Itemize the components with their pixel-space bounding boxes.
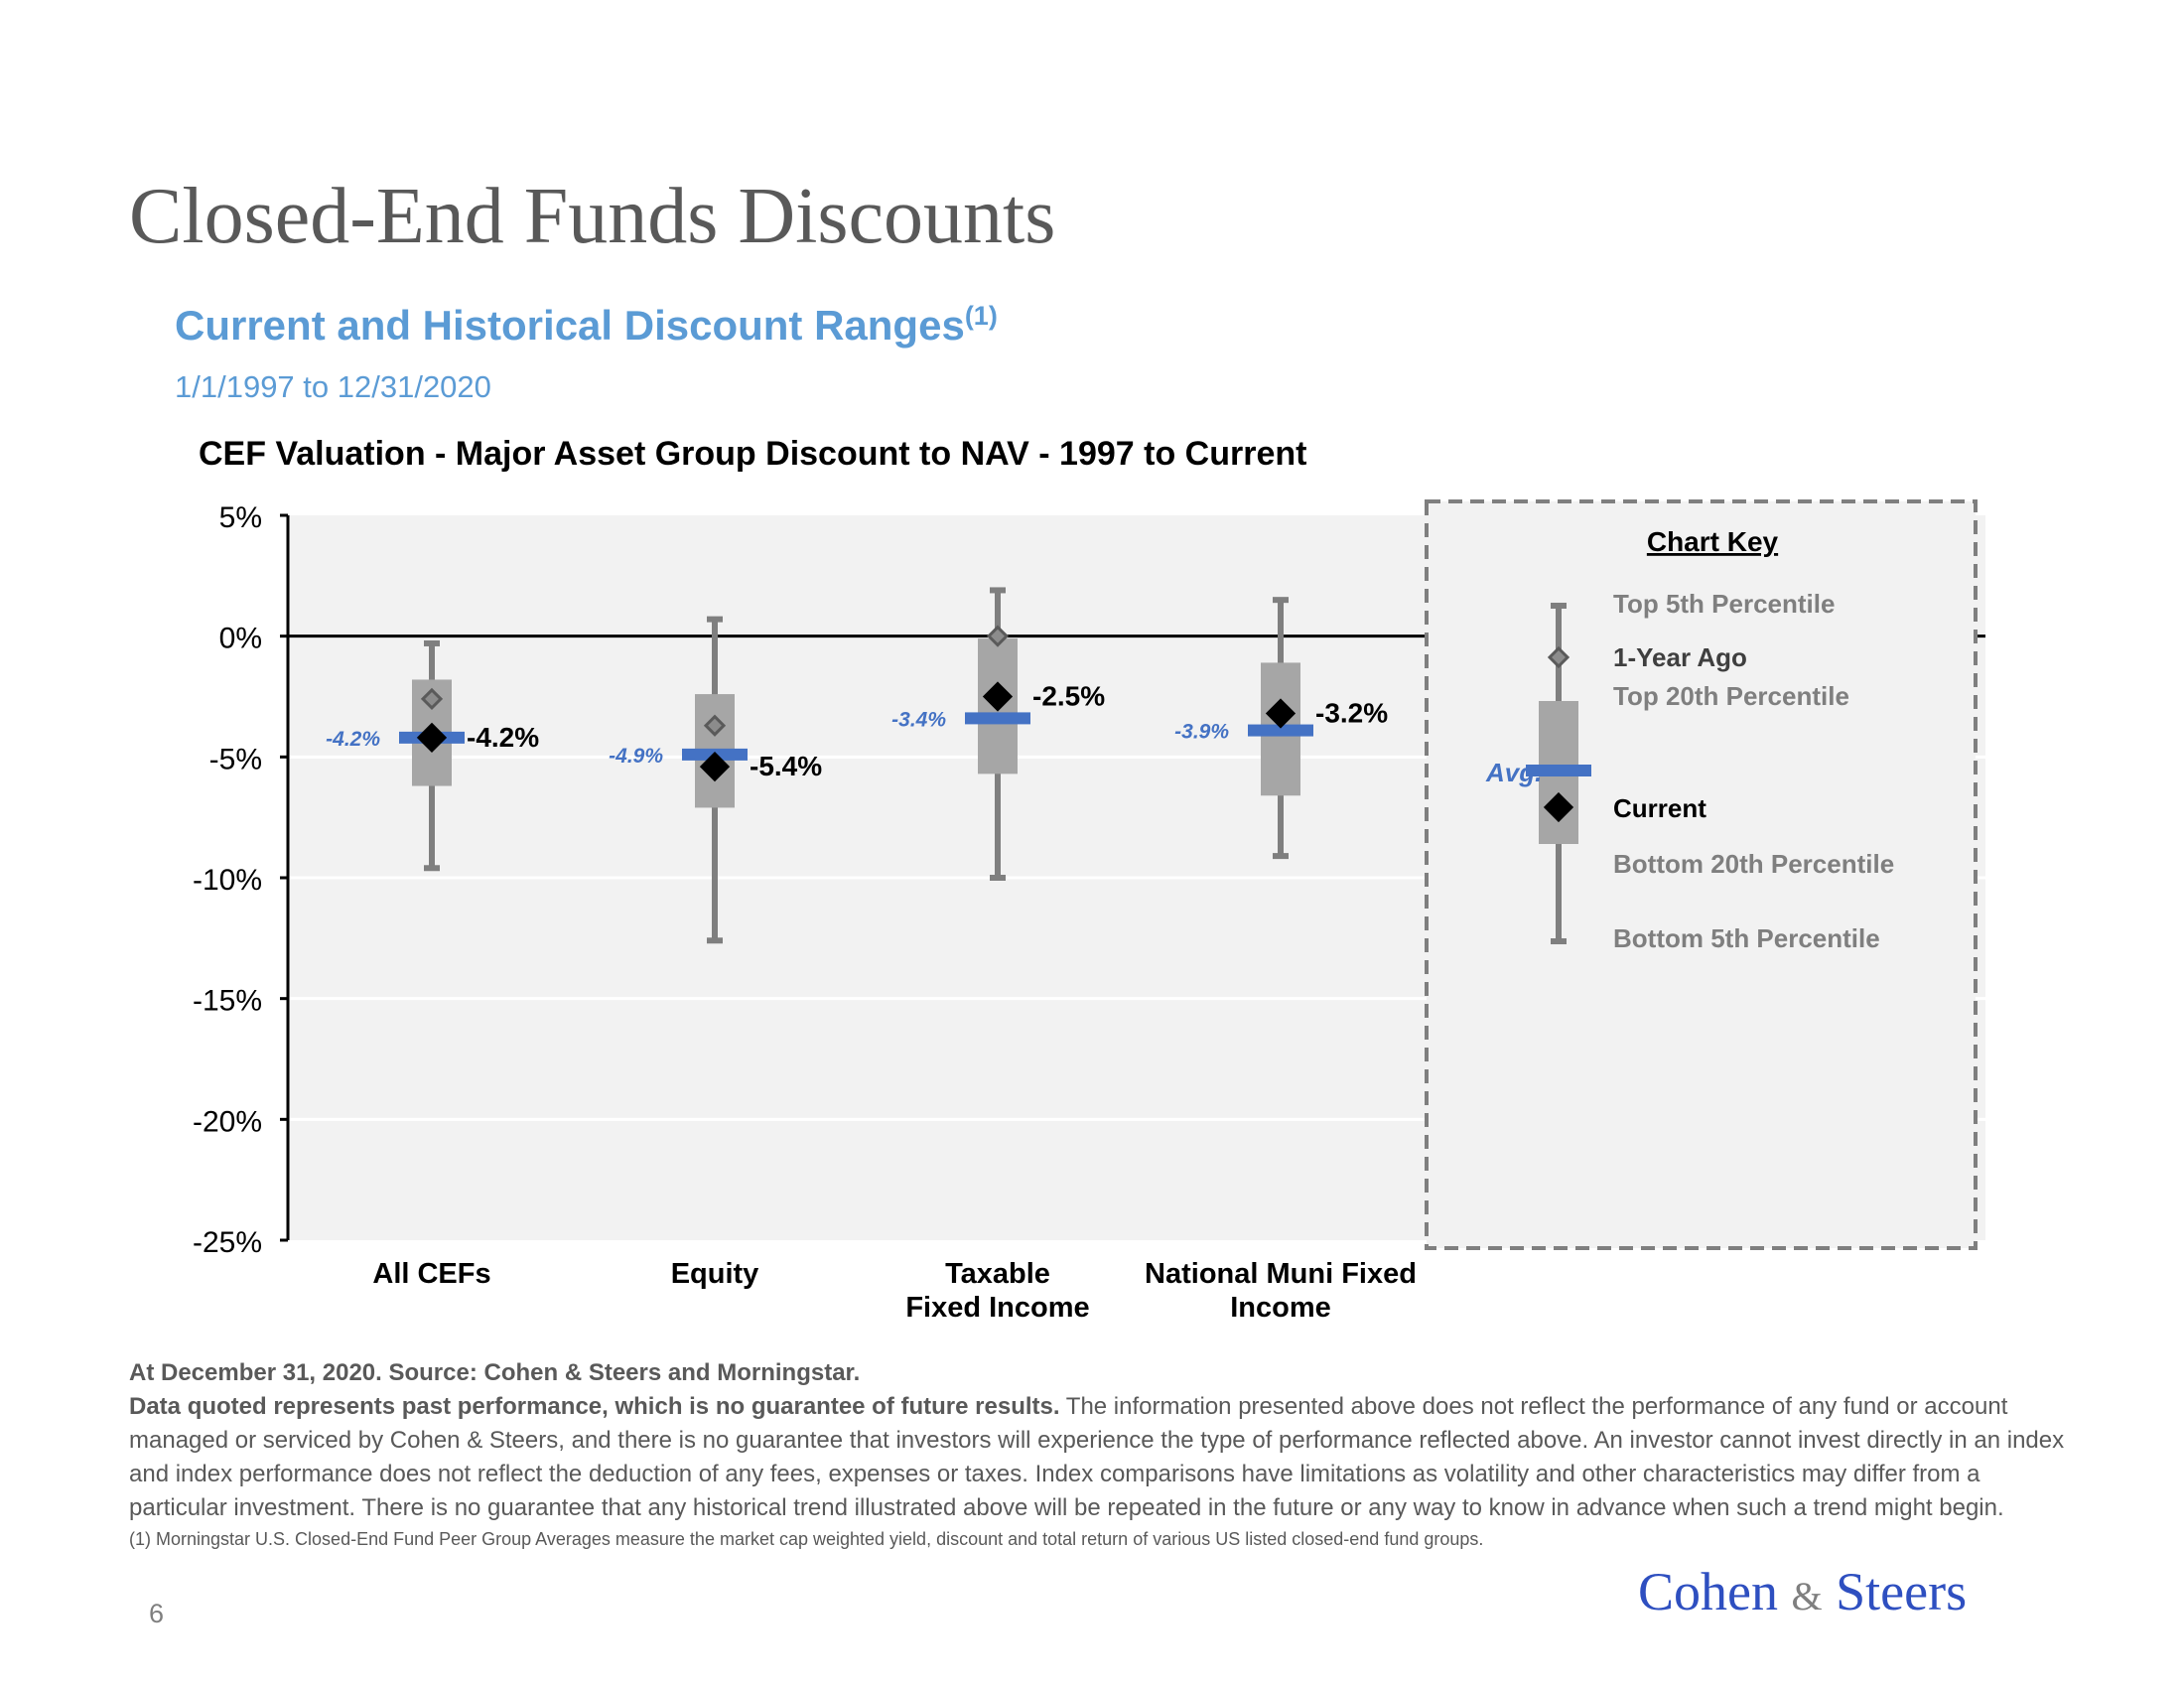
y-tick-label: -25% bbox=[193, 1226, 262, 1259]
current-label: -5.4% bbox=[750, 751, 822, 781]
key-year-ago-marker bbox=[1547, 645, 1570, 669]
footnote-1: (1) Morningstar U.S. Closed-End Fund Pee… bbox=[129, 1529, 1484, 1549]
page-number: 6 bbox=[149, 1599, 165, 1628]
y-tick-label: -5% bbox=[209, 743, 262, 775]
chart-section-subtitle: Current and Historical Discount Ranges(1… bbox=[175, 302, 998, 350]
category-label: National Muni Fixed bbox=[1145, 1258, 1417, 1290]
logo-ampersand: & bbox=[1791, 1574, 1823, 1618]
category-label: All CEFs bbox=[372, 1258, 490, 1290]
key-average-label: Avg. bbox=[1485, 758, 1542, 787]
y-tick-label: 5% bbox=[219, 501, 262, 534]
key-label: Top 5th Percentile bbox=[1613, 589, 1835, 619]
current-marker bbox=[699, 751, 731, 782]
average-label: -4.2% bbox=[326, 728, 380, 751]
current-label: -4.2% bbox=[467, 722, 539, 753]
logo-word-steers: Steers bbox=[1836, 1562, 1968, 1621]
average-label: -3.9% bbox=[1174, 721, 1229, 744]
y-tick-label: -10% bbox=[193, 864, 262, 897]
category-label: Income bbox=[1230, 1292, 1331, 1324]
year-ago-marker bbox=[420, 687, 444, 711]
subtitle-text: Current and Historical Discount Ranges bbox=[175, 302, 965, 349]
current-marker bbox=[1265, 698, 1297, 729]
disclaimer: Data quoted represents past performance,… bbox=[129, 1390, 2075, 1525]
year-ago-marker bbox=[703, 714, 727, 737]
logo-word-cohen: Cohen bbox=[1638, 1562, 1778, 1621]
average-bar bbox=[1248, 724, 1313, 737]
current-label: -2.5% bbox=[1032, 681, 1105, 712]
chart-key-title: Chart Key bbox=[1647, 526, 1779, 557]
footnotes: At December 31, 2020. Source: Cohen & St… bbox=[129, 1356, 2075, 1553]
current-marker bbox=[982, 681, 1014, 712]
disclaimer-text: The information presented above does not… bbox=[129, 1393, 2065, 1521]
y-tick-label: -20% bbox=[193, 1105, 262, 1138]
key-label: Current bbox=[1613, 793, 1706, 823]
source-note: At December 31, 2020. Source: Cohen & St… bbox=[129, 1359, 861, 1386]
category-label: Taxable bbox=[945, 1258, 1050, 1290]
key-label: Bottom 5th Percentile bbox=[1613, 923, 1880, 953]
chart-key-frame bbox=[1425, 499, 1978, 1250]
current-marker bbox=[416, 722, 448, 753]
discount-box-chart: 5% 0% -5% -10% -15% -20% -25% -4.2% -4.2% All CEF… bbox=[193, 499, 1985, 1324]
category-label: Fixed Income bbox=[905, 1292, 1089, 1324]
year-ago-marker bbox=[986, 625, 1010, 647]
subtitle-footnote-marker: (1) bbox=[964, 301, 998, 331]
chart-title: CEF Valuation - Major Asset Group Discou… bbox=[199, 435, 1307, 473]
key-label: 1-Year Ago bbox=[1613, 642, 1747, 672]
disclaimer-bold: Data quoted represents past performance,… bbox=[129, 1393, 1060, 1420]
average-label: -3.4% bbox=[891, 708, 946, 731]
category-label: Equity bbox=[671, 1258, 759, 1290]
key-average-bar bbox=[1526, 765, 1591, 776]
y-tick-label: -15% bbox=[193, 985, 262, 1018]
key-label: Top 20th Percentile bbox=[1613, 681, 1849, 711]
average-label: -4.9% bbox=[609, 745, 663, 768]
current-label: -3.2% bbox=[1315, 698, 1388, 729]
key-label: Bottom 20th Percentile bbox=[1613, 849, 1894, 879]
average-bar bbox=[965, 712, 1030, 725]
date-range: 1/1/1997 to 12/31/2020 bbox=[175, 369, 491, 404]
key-current-marker bbox=[1543, 791, 1574, 823]
company-logo: Cohen & Steers bbox=[1638, 1561, 1967, 1622]
y-tick-label: 0% bbox=[219, 623, 262, 655]
page-title: Closed-End Funds Discounts bbox=[129, 173, 1056, 260]
